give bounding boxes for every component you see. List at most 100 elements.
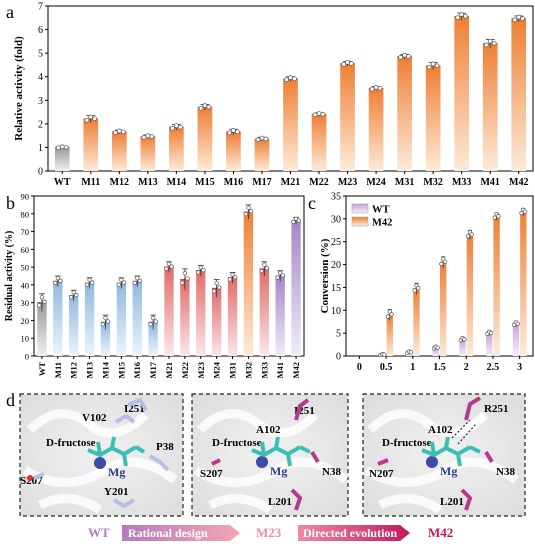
bar	[482, 43, 498, 171]
bar	[275, 276, 285, 356]
bar	[413, 288, 420, 356]
x-tick-label: M24	[212, 361, 222, 378]
data-point	[68, 295, 74, 300]
legend-label: WT	[372, 205, 390, 216]
bar	[405, 352, 413, 356]
x-tick-label: M11	[53, 362, 63, 378]
x-tick-label: 1.5	[433, 362, 446, 373]
data-point	[58, 278, 63, 283]
data-point	[105, 319, 111, 324]
data-point	[516, 14, 522, 20]
data-point	[211, 288, 217, 294]
ligand-sticks	[421, 436, 481, 467]
y-tick-label: 90	[21, 192, 30, 202]
data-point	[385, 314, 391, 319]
bar	[211, 288, 222, 356]
data-point	[206, 104, 212, 110]
hbond-lines	[451, 419, 477, 445]
data-point	[496, 214, 501, 219]
evolution-flow: WT Rational design M23 Directed evolutio…	[88, 525, 453, 541]
data-point	[39, 295, 45, 300]
data-point	[278, 270, 283, 275]
data-point	[149, 134, 155, 139]
residue-label: L201	[268, 496, 292, 508]
data-point	[231, 128, 236, 133]
data-point	[312, 112, 318, 118]
data-point	[462, 337, 467, 342]
x-tick-label: M22	[309, 177, 328, 188]
residue-sticks	[377, 396, 494, 511]
data-point	[255, 137, 261, 143]
y-tick-label: 15	[331, 283, 341, 294]
data-point	[177, 124, 183, 130]
data-point	[520, 16, 526, 22]
data-point	[483, 42, 489, 48]
data-point	[377, 85, 383, 91]
bar	[386, 314, 393, 356]
data-point	[135, 275, 140, 281]
bar	[311, 114, 327, 171]
data-point	[232, 275, 238, 280]
x-tick-label: 2.5	[487, 362, 500, 373]
x-tick-label: 0.5	[380, 362, 393, 373]
x-tick-label: M16	[224, 177, 243, 188]
data-point	[137, 278, 142, 283]
data-point	[515, 321, 520, 326]
rational-design-arrow	[122, 525, 240, 541]
y-tick-label: 2	[38, 119, 43, 130]
data-point	[259, 268, 264, 274]
x-tick-label: 0	[357, 362, 362, 373]
ligand-label: D-fructose	[46, 437, 96, 449]
data-point	[37, 303, 42, 308]
bar	[196, 270, 206, 356]
bar	[140, 136, 156, 171]
ligand-label: D-fructose	[212, 437, 262, 449]
x-tick-label: M22	[180, 362, 190, 379]
bar	[53, 281, 63, 356]
flow-m23-label: M23	[256, 525, 282, 540]
residue-label: S207	[200, 468, 223, 480]
data-point	[369, 86, 375, 92]
data-point	[492, 215, 497, 220]
data-point	[141, 135, 147, 140]
data-point	[398, 55, 404, 60]
data-point	[198, 265, 203, 270]
bar	[454, 16, 470, 171]
x-tick-label: M12	[69, 362, 79, 379]
data-point	[284, 77, 289, 83]
x-tick-label: 3	[517, 362, 522, 373]
y-tick-label: 40	[21, 280, 30, 290]
bar	[486, 333, 493, 356]
bar	[84, 283, 95, 356]
y-tick-label: 50	[21, 263, 30, 273]
metal-label: Mg	[270, 464, 287, 478]
bar	[254, 139, 270, 171]
x-tick-label: M16	[132, 362, 142, 379]
y-tick-label: 3	[38, 96, 43, 107]
flow-m42-label: M42	[428, 525, 453, 540]
x-tick-label: M14	[167, 177, 186, 188]
data-point	[263, 136, 269, 142]
data-point	[235, 129, 240, 135]
data-point	[416, 286, 421, 291]
data-point	[519, 210, 524, 216]
bar	[397, 56, 412, 171]
bar	[180, 279, 190, 356]
data-point	[230, 272, 235, 277]
panel-label-d: d	[6, 390, 15, 410]
data-point	[174, 123, 179, 129]
y-axis-label: Relative activity (fold)	[13, 36, 25, 141]
directed-evolution-label: Directed evolution	[303, 526, 397, 540]
data-point	[53, 280, 58, 286]
data-point	[55, 275, 60, 281]
residue-label: A102	[256, 424, 281, 436]
y-tick-label: 5	[336, 329, 341, 340]
data-point	[103, 315, 108, 321]
structure-panel-1: V102 I251 D-fructose P38 Mg S207 Y201	[19, 393, 184, 517]
metal-label: Mg	[440, 464, 457, 478]
residue-label: A102	[428, 424, 453, 436]
data-point	[246, 205, 251, 210]
data-point	[169, 264, 174, 269]
bar	[132, 281, 142, 356]
residue-sticks	[211, 398, 320, 511]
